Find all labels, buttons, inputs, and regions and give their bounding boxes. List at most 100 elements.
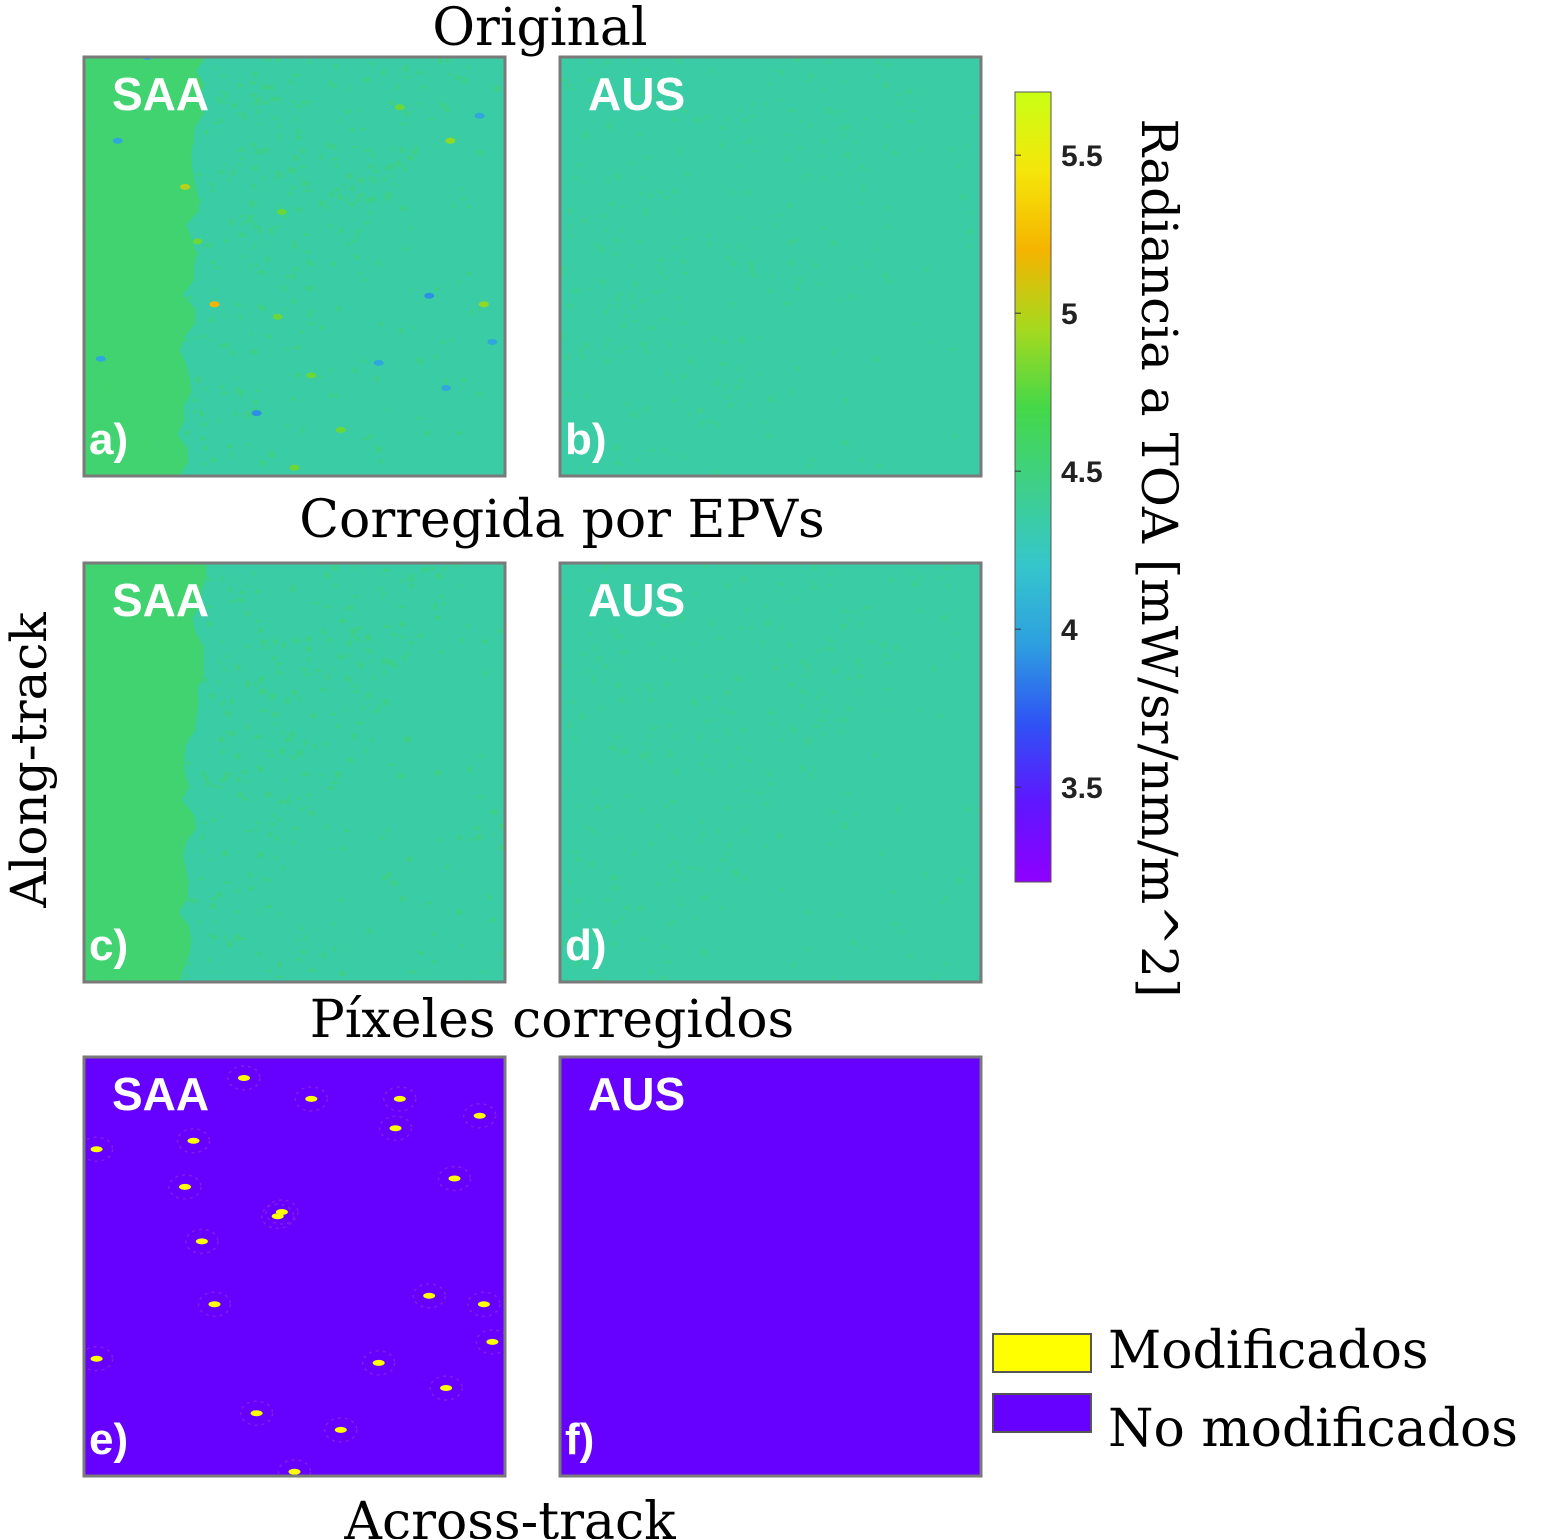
modified-pixel-halo [176,1128,211,1154]
modified-pixel [288,1468,301,1475]
panel-c: SAA c) [82,561,507,984]
modified-pixel [440,1385,453,1391]
modified-pixel-halo [84,1136,114,1162]
panel-region-label: AUS [588,574,685,626]
x-axis-label: Across-track [343,1492,676,1539]
panel-border [82,1055,507,1478]
hot-pixel [335,426,346,433]
modified-pixel-halo [197,1291,232,1317]
modified-pixel [393,1095,406,1102]
speckle-texture [560,57,976,476]
panel-letter-label: e) [89,1415,128,1464]
modified-pixel-halo [475,1329,505,1355]
panel-border [558,561,983,984]
modified-pixel [448,1175,461,1182]
panel-background [560,57,981,476]
panel-border [558,55,983,478]
hot-pixel [445,137,456,144]
panel-background [84,1057,505,1476]
modified-pixel-halo [277,1459,312,1476]
colorbar-tick-label: 4.5 [1061,456,1103,489]
speckle-texture [84,57,505,476]
hot-pixel [276,209,287,215]
colorbar-ticks: 5.5 5 4.5 4 3.5 [1015,140,1103,805]
hot-pixel [441,385,452,391]
hot-pixel [272,313,283,320]
hot-pixel [112,137,123,144]
modified-pixel [477,1301,490,1308]
hot-pixel [487,338,498,345]
colorbar-tick-label: 3.5 [1061,772,1103,805]
modified-pixel-halo [462,1102,497,1129]
colorbar-tick-label: 5 [1061,298,1078,331]
colorbar-tick-label: 5.5 [1061,140,1103,173]
row-title-original: Original [432,0,647,58]
panel-letter-label: d) [565,921,607,970]
legend-label-modified: Modificados [1108,1321,1429,1381]
panel-region-label: SAA [112,574,209,626]
panel-image [560,1057,981,1476]
modified-pixel-halo [467,1291,501,1317]
panel-letter-label: b) [565,415,607,464]
speckle-texture [560,563,981,982]
panel-border [82,561,507,984]
left-band [84,563,207,982]
left-band [84,57,206,476]
panel-region-label: AUS [588,1068,685,1120]
colorbar-tick-label: 4 [1061,614,1078,647]
panel-background [560,563,981,982]
modified-pixel-halo [324,1417,358,1443]
legend: Modificados No modificados [992,1321,1518,1459]
modified-pixel [187,1137,200,1144]
panel-image [84,57,505,476]
panel-letter-label: a) [89,415,128,464]
panel-region-label: SAA [112,1068,209,1120]
panel-border [558,1055,983,1478]
modified-pixel [195,1238,208,1245]
modified-pixel [389,1125,402,1132]
hot-pixel [209,301,220,308]
modified-pixel [90,1146,103,1153]
modified-pixel [179,1183,191,1190]
panel-d: AUS d) [558,561,983,984]
speckle-texture [84,563,505,982]
panel-image [560,563,981,982]
modified-pixel-halo [412,1283,446,1309]
hot-pixel [478,301,489,308]
panel-image [560,57,981,476]
hot-pixel [251,410,262,417]
colorbar-bar [1014,91,1052,883]
modified-pixel-halo [260,1203,295,1229]
row-title-pixels: Píxeles corregidos [310,990,794,1050]
panel-background [560,1057,981,1476]
panel-region-label: AUS [588,68,685,120]
legend-swatch-unmodified [992,1393,1092,1433]
modified-pixel [423,1292,436,1299]
modified-pixel-halo [84,1345,114,1372]
panel-a: SAA a) [82,55,507,478]
colorbar: 5.5 5 4.5 4 3.5 Radiancia a TOA [mW/sr/nm/m^… [1014,91,1188,998]
panel-e: SAA e) [82,1055,507,1478]
panel-f: AUS f) [558,1055,983,1478]
panel-image [84,563,505,982]
modified-pixel [473,1112,486,1119]
modified-pixel-halo [361,1350,396,1376]
hot-pixel [192,238,203,245]
hot-pixel [289,464,300,471]
modified-pixel [305,1095,318,1102]
panel-letter-label: f) [565,1415,594,1464]
panel-letter-label: c) [89,921,128,970]
row-title-corrected: Corregida por EPVs [299,490,824,550]
modified-pixel-halo [294,1086,329,1112]
legend-swatch-modified [992,1333,1092,1373]
hot-pixel [306,372,317,379]
modified-pixel-halo [265,1199,299,1225]
modified-pixel [334,1426,347,1433]
modified-pixel-halo [239,1400,274,1426]
panel-region-label: SAA [112,68,209,120]
modified-pixel [90,1355,103,1362]
panel-image [84,1057,505,1476]
modified-pixel [238,1075,250,1081]
modified-pixel-halo [429,1375,463,1401]
